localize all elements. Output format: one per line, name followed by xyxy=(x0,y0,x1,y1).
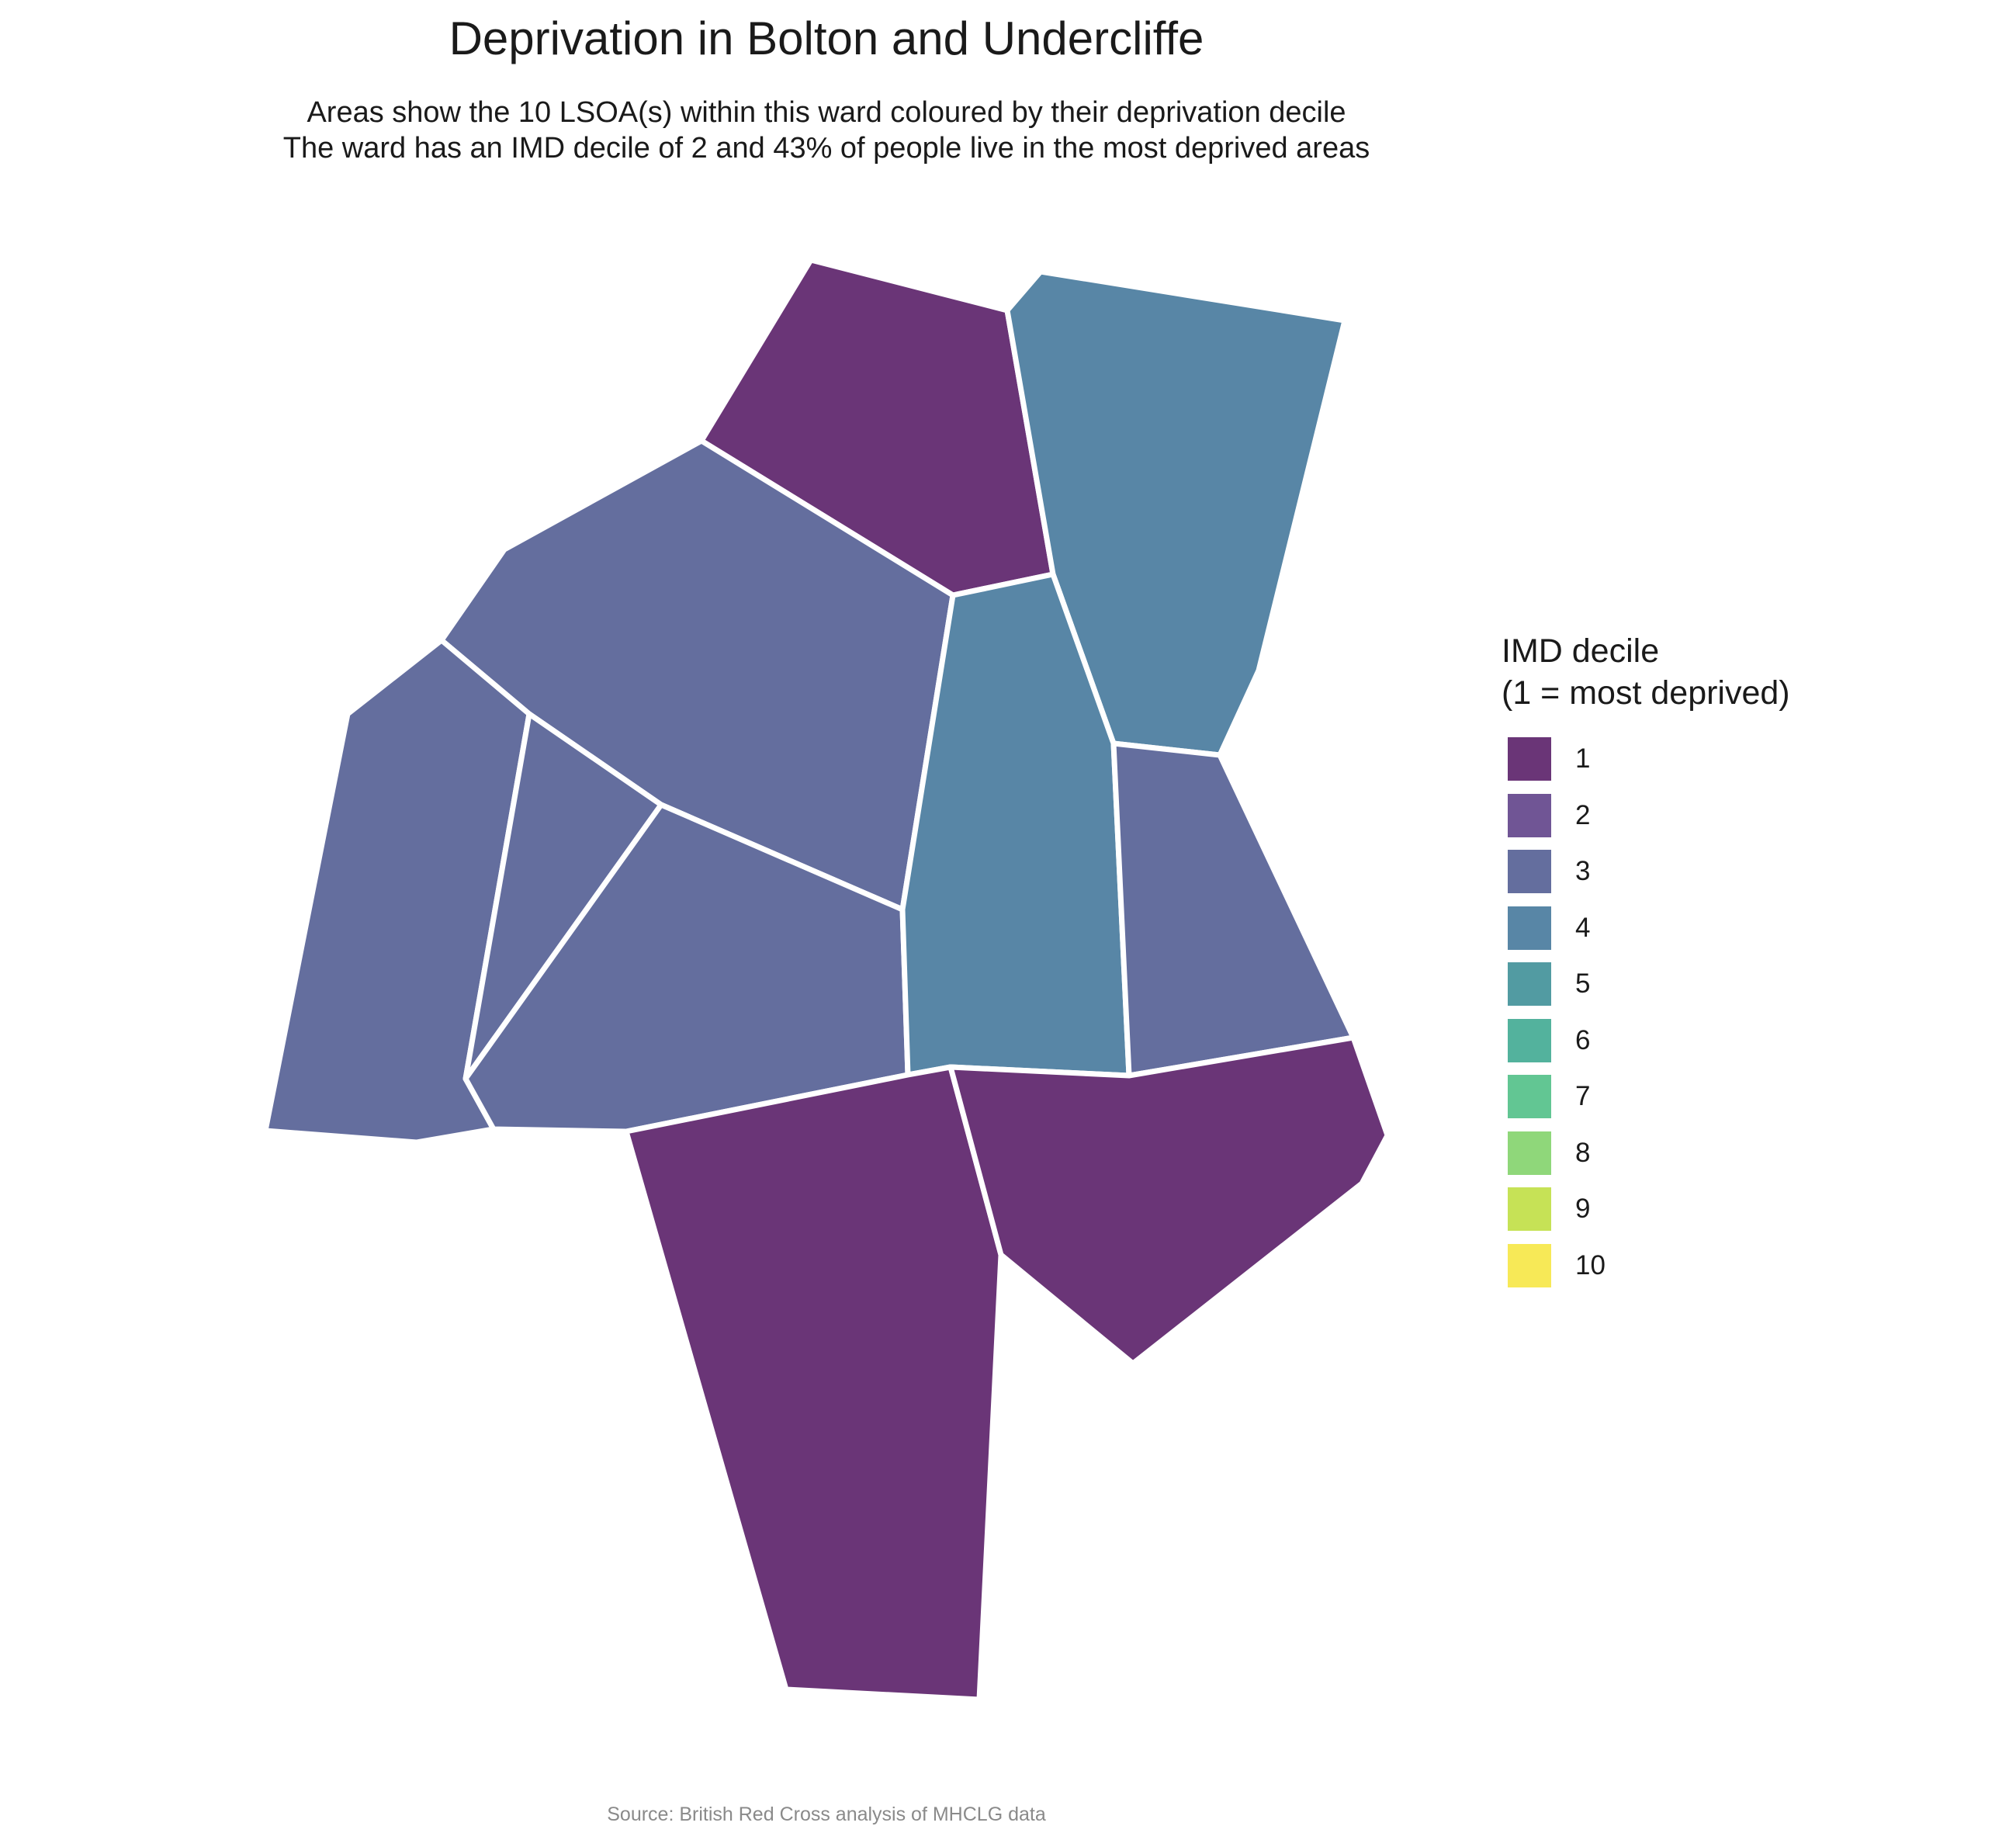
legend-swatch-5 xyxy=(1508,962,1551,1006)
legend-label-2: 2 xyxy=(1575,799,1591,830)
legend-item-2: 2 xyxy=(1502,793,1905,851)
legend-swatch-2 xyxy=(1508,793,1551,837)
legend-label-9: 9 xyxy=(1575,1194,1591,1224)
legend: IMD decile (1 = most deprived) 1 2 3 4 5 6 7 8 9… xyxy=(1502,630,1905,1300)
legend-swatch-1 xyxy=(1508,737,1551,781)
legend-label-6: 6 xyxy=(1575,1024,1591,1055)
legend-swatch-10 xyxy=(1508,1243,1551,1287)
legend-label-5: 5 xyxy=(1575,968,1591,999)
legend-swatch-7 xyxy=(1508,1075,1551,1118)
legend-item-10: 10 xyxy=(1502,1243,1905,1301)
legend-item-8: 8 xyxy=(1502,1131,1905,1188)
chart-subtitle-line-2: The ward has an IMD decile of 2 and 43% … xyxy=(282,132,1370,165)
legend-label-4: 4 xyxy=(1575,912,1591,943)
legend-item-7: 7 xyxy=(1502,1075,1905,1131)
legend-item-9: 9 xyxy=(1502,1187,1905,1244)
legend-label-1: 1 xyxy=(1575,743,1591,774)
lsoa-area-9 xyxy=(623,1064,1004,1703)
legend-item-1: 1 xyxy=(1502,737,1905,794)
legend-title-line-1: IMD decile xyxy=(1502,632,1660,670)
legend-item-5: 5 xyxy=(1502,962,1905,1019)
legend-label-10: 10 xyxy=(1575,1249,1606,1280)
legend-swatch-6 xyxy=(1508,1018,1551,1062)
legend-item-4: 4 xyxy=(1502,906,1905,963)
legend-label-8: 8 xyxy=(1575,1137,1591,1168)
lsoa-area-10 xyxy=(947,1034,1391,1367)
legend-label-3: 3 xyxy=(1575,856,1591,886)
legend-title-line-2: (1 = most deprived) xyxy=(1502,674,1790,712)
source-caption: Source: British Red Cross analysis of MH… xyxy=(607,1804,1046,1825)
legend-items: 1 2 3 4 5 6 7 8 9 10 xyxy=(1502,737,1905,1300)
legend-item-6: 6 xyxy=(1502,1018,1905,1076)
chart-title: Deprivation in Bolton and Undercliffe xyxy=(449,12,1204,64)
legend-swatch-9 xyxy=(1508,1187,1551,1231)
legend-swatch-3 xyxy=(1508,850,1551,893)
legend-label-7: 7 xyxy=(1575,1081,1591,1111)
lsoa-area-8 xyxy=(1110,740,1356,1079)
legend-item-3: 3 xyxy=(1502,850,1905,906)
chart-subtitle-line-1: Areas show the 10 LSOA(s) within this wa… xyxy=(307,96,1346,129)
legend-swatch-8 xyxy=(1508,1131,1551,1175)
legend-swatch-4 xyxy=(1508,906,1551,950)
